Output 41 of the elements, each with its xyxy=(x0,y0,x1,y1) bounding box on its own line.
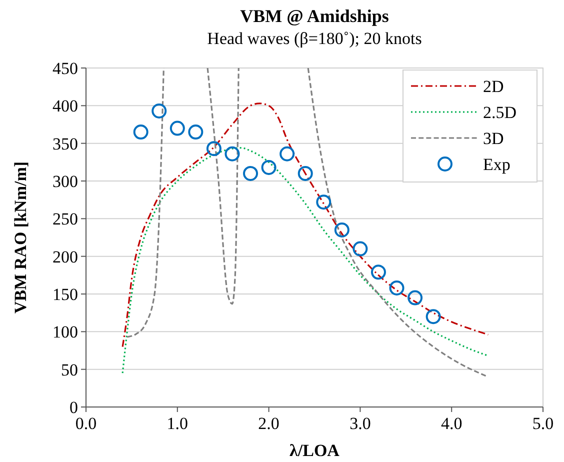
x-tick-label: 3.0 xyxy=(350,414,371,433)
chart-subtitle: Head waves (β=180˚); 20 knots xyxy=(207,29,422,48)
point xyxy=(170,120,185,136)
y-tick-label: 100 xyxy=(52,322,78,342)
y-tick-label: 200 xyxy=(52,247,78,266)
point xyxy=(316,194,332,210)
legend-label: 3D xyxy=(483,128,504,148)
point xyxy=(408,290,423,306)
x-tick-label: 0.0 xyxy=(75,414,97,433)
point xyxy=(280,146,295,162)
y-tick-label: 150 xyxy=(52,284,78,304)
point xyxy=(352,241,368,256)
legend-label: Exp xyxy=(483,154,510,174)
point xyxy=(206,141,222,156)
point xyxy=(389,280,404,296)
legend-label: 2.5D xyxy=(483,102,517,122)
x-tick-label: 4.0 xyxy=(440,414,462,433)
point xyxy=(261,160,276,175)
y-tick-label: 350 xyxy=(52,134,78,154)
point xyxy=(243,166,258,181)
point xyxy=(188,124,204,140)
x-axis-title: λ/LOA xyxy=(290,441,340,460)
x-tick-label: 1.0 xyxy=(166,414,188,433)
point xyxy=(334,222,350,238)
y-tick-label: 0 xyxy=(70,398,78,417)
y-axis-title: VBM RAO [kNm/m] xyxy=(11,161,30,314)
point xyxy=(298,166,313,181)
point xyxy=(370,264,386,280)
y-tick-label: 250 xyxy=(52,210,78,229)
chart-title: VBM @ Amidships xyxy=(240,6,389,26)
y-tick-label: 450 xyxy=(52,58,78,78)
x-tick-label: 2.0 xyxy=(258,414,280,433)
x-tick-label: 5.0 xyxy=(532,414,554,433)
y-tick-label: 300 xyxy=(52,172,78,191)
point xyxy=(152,103,167,118)
point xyxy=(224,146,240,162)
y-tick-label: 50 xyxy=(61,360,78,380)
point xyxy=(133,124,148,140)
point xyxy=(426,309,441,324)
y-tick-label: 400 xyxy=(52,96,78,116)
legend-label: 2D xyxy=(483,76,504,96)
